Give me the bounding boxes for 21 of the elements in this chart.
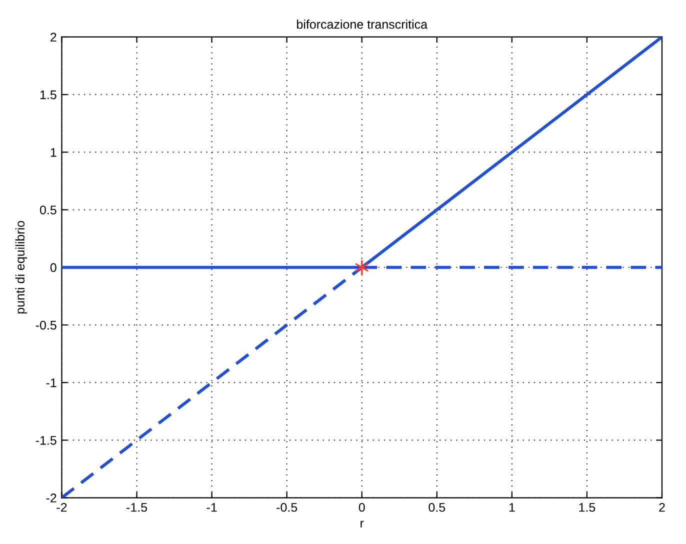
y-tick-label: 0 [50, 263, 56, 272]
x-tick-label: 2 [659, 502, 665, 512]
x-tick-label: 1.5 [579, 503, 596, 512]
x-tick-label: 0.5 [428, 502, 446, 512]
y-tick-label: 1 [50, 148, 56, 157]
x-tick-label: 1 [509, 503, 515, 512]
y-tick-label: 1.5 [40, 90, 56, 100]
x-tick-label: 0 [358, 502, 365, 512]
y-tick-label: 2 [50, 32, 56, 42]
x-tick-label: -1 [206, 503, 217, 512]
x-tick-label: -0.5 [276, 502, 298, 512]
x-tick-label: -1.5 [126, 503, 148, 512]
y-tick-label: 0.5 [40, 206, 56, 214]
chart-title: biforcazione transcritica [297, 20, 428, 29]
y-tick-label: -1.5 [36, 436, 56, 445]
x-tick-label: -2 [56, 502, 67, 512]
y-tick-label: -1 [46, 378, 56, 388]
x-axis-title: r [360, 520, 364, 528]
y-tick-label: -0.5 [36, 320, 56, 330]
y-tick-label: -2 [46, 494, 56, 502]
y-axis-title: punti di equilibrio [15, 220, 28, 314]
